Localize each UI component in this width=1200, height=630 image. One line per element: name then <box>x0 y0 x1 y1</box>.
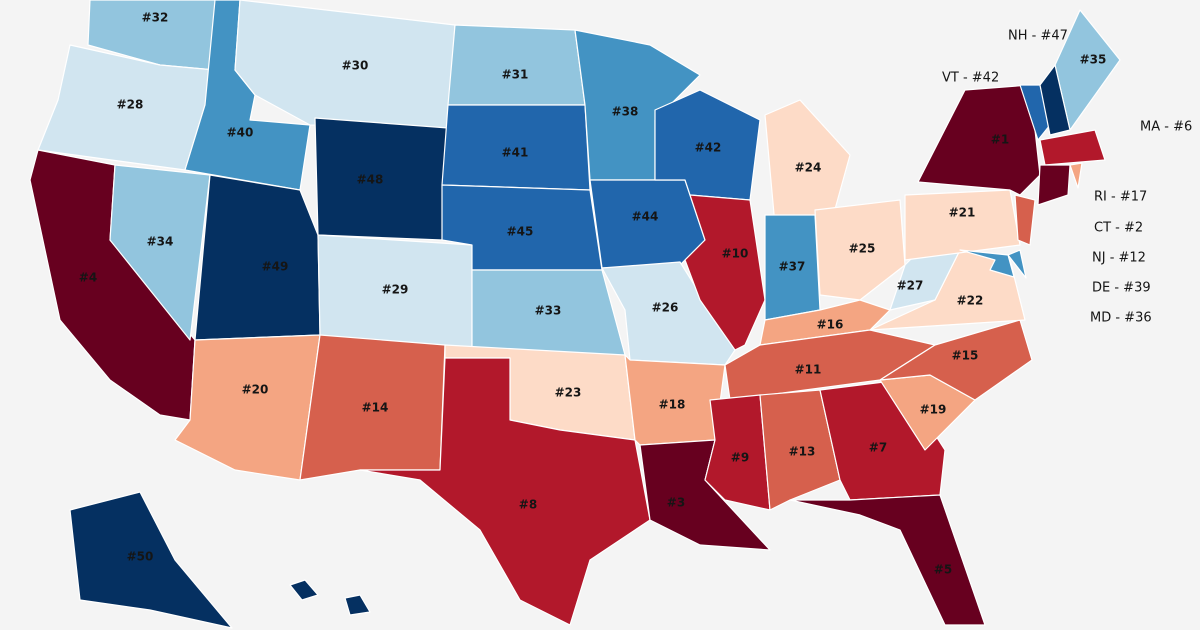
state-region <box>174 334 321 481</box>
state-rank-label: #19 <box>920 403 947 417</box>
state-region <box>814 199 906 301</box>
state-region <box>359 357 651 626</box>
state-region <box>959 249 1015 278</box>
state-region <box>904 189 1021 261</box>
state-region <box>1037 164 1071 206</box>
state-rank-label: #23 <box>555 386 582 400</box>
state-rank-label: #28 <box>117 98 144 112</box>
state-rank-label: #25 <box>849 242 876 256</box>
state-region <box>789 494 986 626</box>
state-rank-label: #8 <box>519 498 537 512</box>
state-rank-label: #7 <box>869 441 887 455</box>
state-rank-label: #24 <box>795 161 822 175</box>
state-region <box>194 174 321 341</box>
state-region <box>69 491 233 629</box>
state-callout: MD - #36 <box>1090 311 1152 326</box>
state-rank-label: #44 <box>632 210 659 224</box>
state-rank-label: #4 <box>79 271 97 285</box>
state-region <box>447 24 586 106</box>
state-callout: MA - #6 <box>1140 120 1192 135</box>
state-rank-label: #34 <box>147 235 174 249</box>
state-rank-label: #16 <box>817 318 844 332</box>
state-region <box>759 389 841 511</box>
state-rank-label: #30 <box>342 59 369 73</box>
state-rank-label: #13 <box>789 445 816 459</box>
state-rank-label: #3 <box>667 496 685 510</box>
state-region <box>764 99 851 226</box>
state-rank-label: #29 <box>382 283 409 297</box>
state-region <box>1069 162 1083 189</box>
state-rank-label: #5 <box>934 563 952 577</box>
state-rank-label: #38 <box>612 105 639 119</box>
state-rank-label: #26 <box>652 301 679 315</box>
state-callout: CT - #2 <box>1094 221 1143 236</box>
state-rank-label: #37 <box>779 260 806 274</box>
state-rank-label: #31 <box>502 68 529 82</box>
state-region <box>344 594 371 616</box>
state-region <box>289 579 319 601</box>
state-rank-label: #21 <box>949 206 976 220</box>
state-rank-label: #22 <box>957 294 984 308</box>
state-rank-label: #15 <box>952 349 979 363</box>
state-rank-label: #48 <box>357 173 384 187</box>
state-callout: NJ - #12 <box>1092 251 1146 266</box>
state-rank-label: #1 <box>991 133 1009 147</box>
state-rank-label: #20 <box>242 383 269 397</box>
state-rank-label: #49 <box>262 260 289 274</box>
state-region <box>1039 64 1071 136</box>
state-region <box>1007 249 1027 279</box>
state-callout: VT - #42 <box>942 71 999 86</box>
state-region <box>1039 129 1106 166</box>
state-rank-label: #9 <box>731 451 749 465</box>
state-rank-label: #50 <box>127 550 154 564</box>
state-region <box>1014 194 1036 246</box>
state-rank-label: #10 <box>722 247 749 261</box>
state-rank-label: #32 <box>142 11 169 25</box>
state-region <box>917 84 1041 196</box>
state-region <box>684 194 766 351</box>
state-rank-label: #11 <box>795 363 822 377</box>
state-rank-label: #35 <box>1080 53 1107 67</box>
state-rank-label: #42 <box>695 141 722 155</box>
state-region <box>109 164 211 341</box>
state-rank-label: #41 <box>502 146 529 160</box>
state-rank-label: #27 <box>897 279 924 293</box>
state-rank-label: #14 <box>362 401 389 415</box>
state-callout: NH - #47 <box>1008 29 1068 44</box>
state-region <box>589 179 706 269</box>
state-callout: RI - #17 <box>1094 190 1147 205</box>
state-rank-label: #18 <box>659 398 686 412</box>
state-rank-label: #40 <box>227 126 254 140</box>
state-rank-label: #33 <box>535 304 562 318</box>
state-callout: DE - #39 <box>1092 281 1151 296</box>
state-region <box>879 319 1033 401</box>
state-rank-label: #45 <box>507 225 534 239</box>
